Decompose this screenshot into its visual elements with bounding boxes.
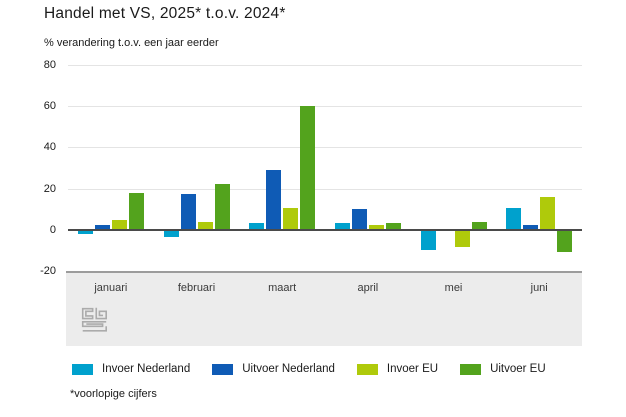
bar-uitvoer_eu-mei [471, 221, 487, 230]
bar-uitvoer_eu-maart [300, 106, 316, 230]
bar-uitvoer_nl-juni [523, 224, 539, 230]
y-tick-label: 40 [43, 141, 56, 154]
legend: Invoer Nederland Uitvoer Nederland Invoe… [72, 363, 568, 375]
cbs-logo-icon [81, 307, 108, 332]
y-tick-label: -20 [40, 265, 56, 277]
bar-invoer_eu-juni [540, 196, 556, 230]
chart-title: Handel met VS, 2025* t.o.v. 2024* [44, 5, 286, 22]
x-axis-labels: januari februari maart april mei juni [68, 282, 582, 294]
y-axis-labels: 80 60 40 20 0 -20 [26, 59, 56, 277]
y-tick-label: 60 [43, 100, 56, 113]
x-tick-label: februari [177, 282, 216, 294]
legend-item-invoer-nederland: Invoer Nederland [72, 363, 190, 375]
x-axis-band: januari februari maart april mei juni [66, 271, 582, 346]
x-tick-label: maart [268, 282, 297, 294]
x-tick-label: april [357, 282, 379, 294]
bar-uitvoer_eu-juni [557, 229, 573, 253]
legend-swatch-icon [460, 363, 482, 375]
bar-invoer_nl-februari [163, 229, 179, 237]
gridline [68, 65, 582, 66]
bar-uitvoer_nl-januari [94, 224, 110, 230]
plot-area [68, 65, 582, 271]
bar-invoer_eu-april [368, 224, 384, 230]
legend-item-uitvoer-nederland: Uitvoer Nederland [212, 363, 335, 375]
legend-label: Invoer Nederland [102, 363, 191, 375]
bar-uitvoer_nl-maart [266, 170, 282, 230]
bar-invoer_nl-maart [249, 222, 265, 230]
bar-invoer_eu-januari [111, 219, 127, 230]
y-tick-label: 20 [43, 182, 56, 195]
zero-line [68, 228, 582, 231]
legend-label: Uitvoer Nederland [242, 363, 335, 375]
bar-invoer_nl-april [334, 222, 350, 230]
gridline [68, 106, 582, 108]
bar-invoer_nl-januari [77, 229, 93, 234]
legend-swatch-icon [212, 363, 234, 375]
x-tick-label: juni [530, 282, 548, 294]
legend-label: Invoer EU [386, 363, 439, 375]
legend-swatch-icon [356, 363, 378, 375]
footnote: *voorlopige cijfers [70, 388, 157, 400]
gridline [68, 147, 582, 149]
bar-uitvoer_eu-februari [214, 184, 230, 230]
chart-subtitle: % verandering t.o.v. een jaar eerder [44, 37, 219, 49]
bar-invoer_nl-juni [506, 208, 522, 230]
legend-label: Uitvoer EU [490, 363, 546, 375]
x-tick-label: januari [94, 282, 128, 294]
legend-item-uitvoer-eu: Uitvoer EU [460, 363, 546, 375]
bar-uitvoer_eu-januari [128, 192, 144, 230]
x-tick-label: mei [444, 282, 463, 294]
bar-uitvoer_eu-april [385, 222, 401, 230]
y-tick-label: 80 [43, 59, 56, 71]
bar-invoer_eu-mei [454, 229, 470, 248]
bar-invoer_nl-mei [420, 229, 436, 251]
bar-invoer_eu-februari [197, 221, 213, 230]
gridline [68, 188, 582, 190]
bar-uitvoer_nl-februari [180, 193, 196, 230]
legend-swatch-icon [72, 363, 93, 375]
y-tick-label: 0 [49, 223, 56, 236]
bar-uitvoer_nl-april [351, 209, 367, 230]
bar-invoer_eu-maart [283, 208, 299, 230]
legend-item-invoer-eu: Invoer EU [356, 363, 439, 375]
